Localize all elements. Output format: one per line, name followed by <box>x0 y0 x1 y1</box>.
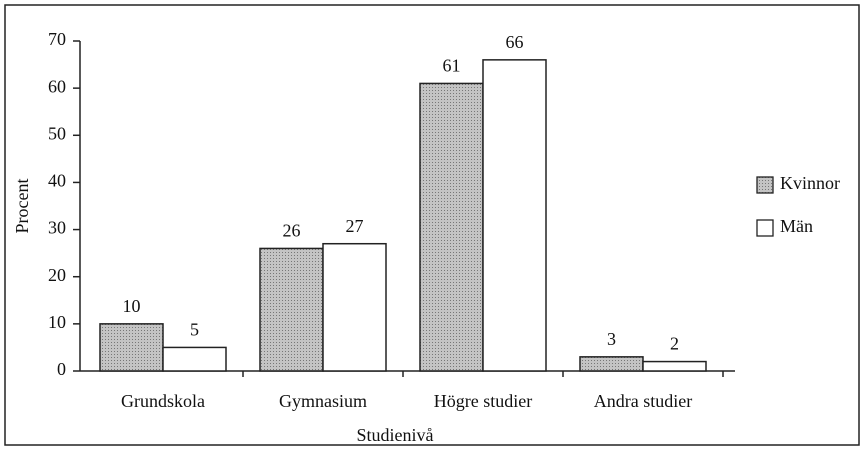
legend-label: Kvinnor <box>780 173 840 193</box>
bar <box>99 323 164 372</box>
y-tick-label: 40 <box>48 171 66 191</box>
bar <box>642 360 707 372</box>
bar <box>419 82 484 372</box>
y-tick-label: 0 <box>57 359 66 379</box>
x-axis-label: Studienivå <box>357 425 434 445</box>
value-label: 3 <box>607 329 616 349</box>
legend-swatch <box>756 176 774 194</box>
y-tick-label: 60 <box>48 76 66 96</box>
value-label: 66 <box>506 32 524 52</box>
value-label: 26 <box>283 221 301 241</box>
bar <box>482 59 547 372</box>
value-label: 10 <box>123 296 141 316</box>
y-tick-label: 10 <box>48 312 66 332</box>
x-tick-label: Andra studier <box>594 391 692 411</box>
bar <box>259 247 324 372</box>
legend-swatch <box>756 219 774 237</box>
x-tick-label: Grundskola <box>121 391 205 411</box>
y-tick-label: 50 <box>48 123 66 143</box>
bar <box>579 356 644 372</box>
frame <box>4 4 860 446</box>
y-tick-label: 70 <box>48 29 66 49</box>
value-label: 27 <box>346 216 364 236</box>
bar <box>162 346 227 372</box>
value-label: 5 <box>190 320 199 340</box>
value-label: 61 <box>443 56 461 76</box>
legend-label: Män <box>780 216 813 236</box>
x-tick-label: Gymnasium <box>279 391 367 411</box>
bar <box>322 242 387 372</box>
value-label: 2 <box>670 334 679 354</box>
y-axis-label: Procent <box>12 179 32 234</box>
y-tick-label: 30 <box>48 218 66 238</box>
x-tick-label: Högre studier <box>434 391 532 411</box>
y-tick-label: 20 <box>48 265 66 285</box>
